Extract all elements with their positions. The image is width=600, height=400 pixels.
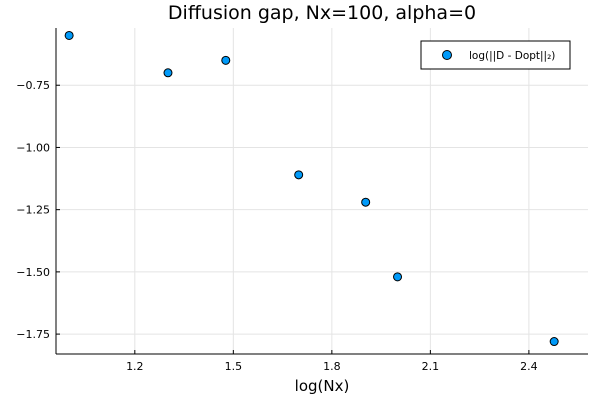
legend-marker xyxy=(442,50,452,60)
data-point xyxy=(361,197,371,207)
y-tick-label: −1.50 xyxy=(16,266,50,279)
y-tick-label: −1.00 xyxy=(16,141,50,154)
x-tick-label: 1.2 xyxy=(126,360,144,373)
y-tick-label: −1.25 xyxy=(16,204,50,217)
series-points xyxy=(64,30,559,347)
grid xyxy=(56,28,588,354)
x-tick-label: 1.5 xyxy=(225,360,243,373)
data-point xyxy=(549,337,559,347)
data-point xyxy=(294,170,304,180)
data-point xyxy=(221,55,231,65)
legend-label: log(||D - Dopt||₂) xyxy=(469,50,555,62)
data-point xyxy=(163,68,173,78)
y-tick-label: −0.75 xyxy=(16,79,50,92)
data-point xyxy=(64,30,74,40)
x-tick-label: 2.1 xyxy=(422,360,440,373)
axes xyxy=(55,28,588,355)
y-ticks: −0.75 −1.00 −1.25 −1.50 −1.75 xyxy=(16,79,60,341)
x-ticks: 1.2 1.5 1.8 2.1 2.4 xyxy=(126,350,538,373)
y-tick-label: −1.75 xyxy=(16,328,50,341)
chart-title: Diffusion gap, Nx=100, alpha=0 xyxy=(168,2,476,24)
x-tick-label: 2.4 xyxy=(520,360,538,373)
x-axis-label: log(Nx) xyxy=(295,377,350,395)
legend: log(||D - Dopt||₂) xyxy=(420,40,571,70)
x-tick-label: 1.8 xyxy=(323,360,341,373)
data-point xyxy=(393,272,403,282)
